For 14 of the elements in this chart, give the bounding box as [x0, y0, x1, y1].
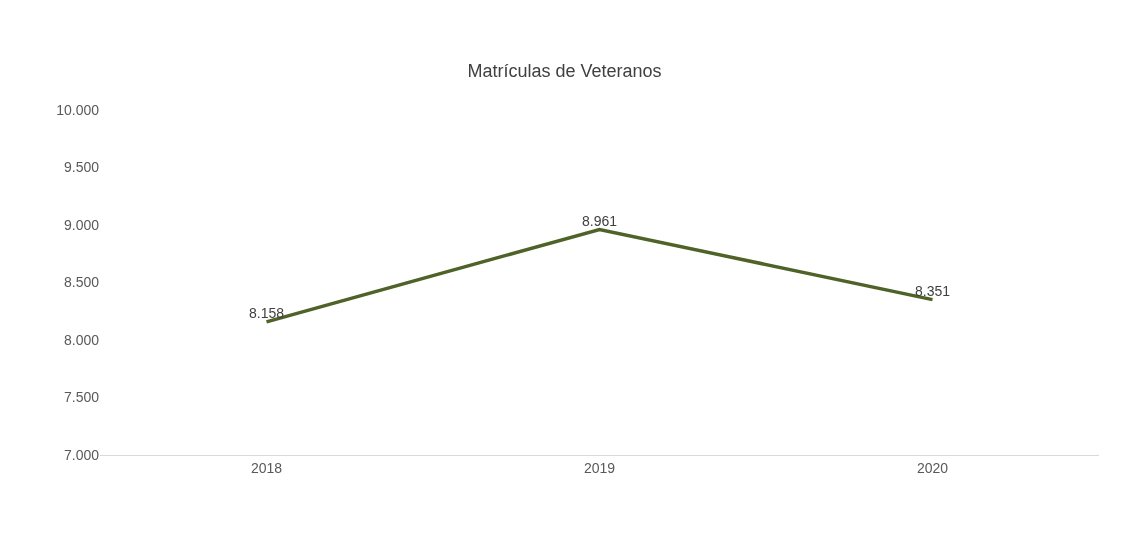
data-label: 8.158 [248, 305, 285, 322]
data-label: 8.961 [581, 212, 618, 229]
x-tick-label: 2018 [250, 459, 283, 476]
chart-title: Matrículas de Veteranos [467, 60, 662, 81]
y-tick-label: 7.500 [63, 389, 100, 406]
y-tick-label: 9.500 [63, 159, 100, 176]
x-tick-label: 2020 [916, 459, 949, 476]
y-tick-label: 7.000 [63, 446, 100, 463]
y-tick-label: 8.500 [63, 274, 100, 291]
x-tick-label: 2019 [583, 459, 616, 476]
data-label: 8.351 [914, 283, 951, 300]
y-tick-label: 9.000 [63, 216, 100, 233]
y-tick-label: 8.000 [63, 331, 100, 348]
y-tick-label: 10.000 [56, 101, 100, 118]
